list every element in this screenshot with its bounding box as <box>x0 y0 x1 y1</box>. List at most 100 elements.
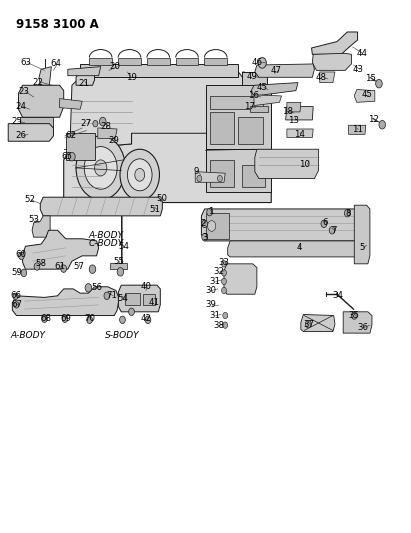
Circle shape <box>129 308 134 316</box>
Text: 13: 13 <box>289 116 299 125</box>
Text: 40: 40 <box>141 282 151 291</box>
Circle shape <box>69 152 75 161</box>
Circle shape <box>14 302 19 308</box>
Text: S-BODY: S-BODY <box>105 332 140 340</box>
Bar <box>206 85 271 149</box>
Text: 23: 23 <box>18 87 29 96</box>
Circle shape <box>84 147 117 189</box>
Circle shape <box>104 292 110 300</box>
Polygon shape <box>343 312 372 333</box>
Text: 14: 14 <box>294 130 305 139</box>
Text: 39: 39 <box>205 301 216 309</box>
Text: 66: 66 <box>10 292 21 300</box>
Circle shape <box>305 320 311 328</box>
Polygon shape <box>18 85 64 117</box>
Text: 41: 41 <box>149 298 159 307</box>
Bar <box>143 294 155 305</box>
Text: 36: 36 <box>357 324 368 332</box>
Text: 9158 3100 A: 9158 3100 A <box>16 18 99 30</box>
Text: 38: 38 <box>213 321 224 329</box>
Circle shape <box>120 316 125 324</box>
Text: 44: 44 <box>357 49 368 58</box>
Circle shape <box>120 149 159 200</box>
Circle shape <box>258 58 266 68</box>
Text: 57: 57 <box>74 262 84 271</box>
Polygon shape <box>354 205 370 264</box>
Polygon shape <box>251 83 298 96</box>
Text: 69: 69 <box>60 314 71 323</box>
Polygon shape <box>8 124 53 141</box>
Polygon shape <box>32 216 50 237</box>
Bar <box>206 149 271 192</box>
Text: 4: 4 <box>296 244 302 252</box>
Circle shape <box>99 117 106 126</box>
Circle shape <box>222 270 226 276</box>
Text: 34: 34 <box>332 292 343 300</box>
Circle shape <box>351 312 357 319</box>
Polygon shape <box>301 314 335 332</box>
Circle shape <box>379 120 386 129</box>
Text: 46: 46 <box>252 58 262 67</box>
Circle shape <box>223 312 228 319</box>
Polygon shape <box>320 72 335 83</box>
Polygon shape <box>349 125 366 134</box>
Text: 47: 47 <box>271 66 282 75</box>
Circle shape <box>222 287 226 294</box>
Circle shape <box>62 315 68 322</box>
Polygon shape <box>255 64 314 77</box>
Text: 58: 58 <box>36 260 46 268</box>
Text: 42: 42 <box>141 314 151 323</box>
Text: 37: 37 <box>304 320 314 328</box>
Text: 60: 60 <box>16 251 27 259</box>
Circle shape <box>93 120 98 127</box>
Circle shape <box>18 252 24 260</box>
Bar <box>210 96 263 109</box>
Text: A-BODY: A-BODY <box>88 231 124 240</box>
Text: 18: 18 <box>282 108 293 116</box>
Text: 22: 22 <box>32 78 43 86</box>
Polygon shape <box>354 90 375 102</box>
Polygon shape <box>254 95 282 106</box>
Circle shape <box>135 168 145 181</box>
Polygon shape <box>255 149 319 179</box>
Text: 1: 1 <box>208 207 213 216</box>
Text: 52: 52 <box>24 196 35 204</box>
Circle shape <box>95 160 107 176</box>
Text: 29: 29 <box>109 136 120 145</box>
Text: 32: 32 <box>213 268 224 276</box>
Circle shape <box>217 175 222 182</box>
Text: 8: 8 <box>346 209 351 217</box>
Polygon shape <box>40 197 162 216</box>
Bar <box>125 293 140 305</box>
Circle shape <box>76 136 125 200</box>
Text: 33: 33 <box>219 258 229 266</box>
Text: 25: 25 <box>11 117 22 126</box>
Text: 17: 17 <box>245 102 255 111</box>
Text: 15: 15 <box>365 75 376 83</box>
Text: 2: 2 <box>201 220 206 228</box>
Text: 55: 55 <box>114 257 125 265</box>
Polygon shape <box>80 64 238 77</box>
Circle shape <box>34 263 40 270</box>
Text: 3: 3 <box>202 233 208 241</box>
Circle shape <box>21 269 27 277</box>
Polygon shape <box>286 107 313 120</box>
Polygon shape <box>23 230 99 269</box>
Bar <box>242 165 265 187</box>
Circle shape <box>145 316 151 324</box>
Text: 21: 21 <box>79 79 90 88</box>
Bar <box>147 58 169 65</box>
Bar <box>206 213 229 239</box>
Polygon shape <box>312 53 351 70</box>
Text: 67: 67 <box>11 301 22 309</box>
Text: 12: 12 <box>369 116 379 124</box>
Text: 62: 62 <box>65 132 76 140</box>
Circle shape <box>61 265 67 272</box>
Circle shape <box>87 316 92 324</box>
Polygon shape <box>224 264 257 294</box>
Text: 53: 53 <box>28 215 39 224</box>
Circle shape <box>344 209 350 217</box>
Text: 59: 59 <box>11 269 22 277</box>
Text: 35: 35 <box>349 311 360 320</box>
Text: 65: 65 <box>61 152 72 160</box>
